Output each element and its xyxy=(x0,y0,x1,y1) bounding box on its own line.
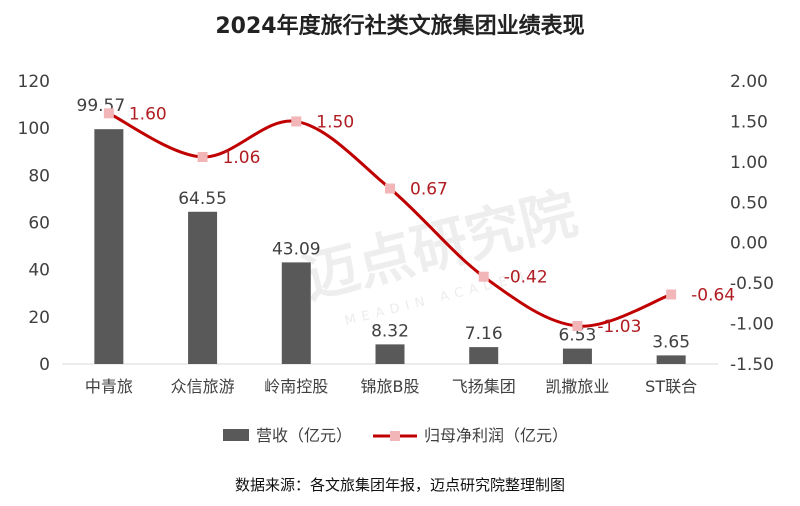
legend-line-label: 归母净利润（亿元） xyxy=(424,426,568,445)
right-axis-tick: 2.00 xyxy=(730,72,768,92)
bar xyxy=(281,262,311,364)
bar-data-labels: 99.57 64.55 43.09 8.32 7.16 6.53 3.65 xyxy=(77,96,691,352)
left-axis-tick: 100 xyxy=(18,119,50,139)
line-marker xyxy=(572,320,583,331)
bar xyxy=(562,348,592,364)
bar-data-label: 43.09 xyxy=(272,239,321,259)
bar-data-label: 99.57 xyxy=(77,96,126,116)
category-labels: 中青旅 众信旅游 岭南控股 锦旅B股 飞扬集团 凯撒旅业 ST联合 xyxy=(85,377,697,396)
line-data-label: -0.64 xyxy=(691,285,735,305)
bar xyxy=(469,347,499,364)
line-data-label: -0.42 xyxy=(504,268,548,288)
legend-bar-label: 营收（亿元） xyxy=(256,426,352,445)
category-label: 岭南控股 xyxy=(264,377,328,396)
category-label: ST联合 xyxy=(645,377,697,396)
line-marker xyxy=(103,108,114,119)
left-axis-tick: 120 xyxy=(18,72,50,92)
line-data-label: 1.06 xyxy=(223,148,261,168)
category-label: 中青旅 xyxy=(85,377,133,396)
line-series xyxy=(103,108,677,331)
source-note: 数据来源：各文旅集团年报，迈点研究院整理制图 xyxy=(234,476,565,494)
right-axis-tick: -1.00 xyxy=(730,315,774,335)
category-label: 众信旅游 xyxy=(171,377,235,396)
bar-data-label: 8.32 xyxy=(371,321,409,341)
right-axis-ticks: -1.50 -1.00 -0.50 0.00 0.50 1.00 1.50 2.00 xyxy=(730,72,774,375)
line-data-label: -1.03 xyxy=(597,317,641,337)
left-axis-tick: 60 xyxy=(28,214,50,234)
category-label: 锦旅B股 xyxy=(361,377,420,396)
chart-title: 2024年度旅行社类文旅集团业绩表现 xyxy=(215,14,585,39)
right-axis-tick: 0.50 xyxy=(730,193,768,213)
legend-bar-swatch xyxy=(223,429,249,441)
right-axis-tick: -1.50 xyxy=(730,355,774,375)
line-data-labels: 1.60 1.06 1.50 0.67 -0.42 -1.03 -0.64 xyxy=(129,104,735,337)
line-marker xyxy=(291,116,302,127)
bar xyxy=(656,355,686,364)
category-label: 飞扬集团 xyxy=(452,377,516,396)
left-axis-tick: 40 xyxy=(28,261,50,281)
bar xyxy=(188,211,218,364)
category-label: 凯撒旅业 xyxy=(545,377,609,396)
line-marker xyxy=(385,183,395,194)
right-axis-tick: 1.00 xyxy=(730,153,768,173)
right-axis-tick: 1.50 xyxy=(730,112,768,132)
line-data-label: 1.50 xyxy=(316,112,354,132)
line-data-label: 1.60 xyxy=(129,104,167,124)
watermark: 迈点研究院 MEADIN ACADEMY xyxy=(296,181,583,329)
bar-data-label: 7.16 xyxy=(465,324,503,344)
bar-data-label: 6.53 xyxy=(558,326,596,346)
line-marker xyxy=(666,289,677,300)
right-axis-tick: 0.00 xyxy=(730,234,768,254)
legend-line-marker xyxy=(390,431,400,441)
left-axis-ticks: 0 20 40 60 80 100 120 xyxy=(18,72,50,375)
line-marker xyxy=(197,152,208,163)
bar-data-label: 64.55 xyxy=(178,189,227,209)
left-axis-tick: 20 xyxy=(28,308,50,328)
left-axis-tick: 80 xyxy=(28,166,50,186)
line-data-label: 0.67 xyxy=(410,180,448,200)
left-axis-tick: 0 xyxy=(39,355,50,375)
bar-series xyxy=(94,129,686,364)
right-axis-tick: -0.50 xyxy=(730,274,774,294)
bar-data-label: 3.65 xyxy=(652,332,690,352)
bar xyxy=(94,129,124,364)
bar xyxy=(375,344,405,364)
line-marker xyxy=(478,271,489,282)
legend: 营收（亿元） 归母净利润（亿元） xyxy=(223,426,568,445)
